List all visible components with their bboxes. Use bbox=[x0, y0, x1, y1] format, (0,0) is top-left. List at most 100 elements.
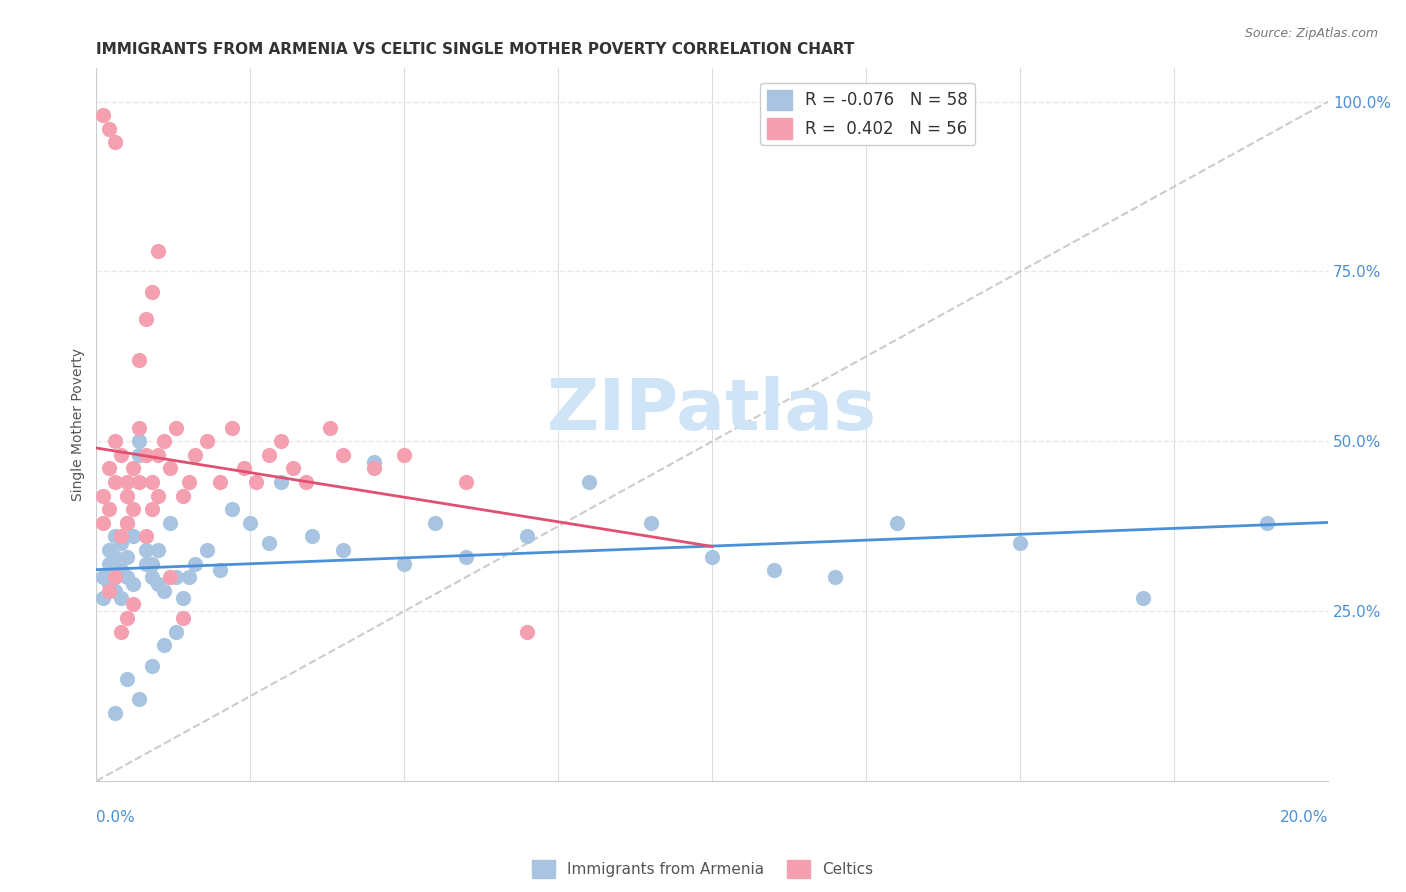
Point bbox=[104, 475, 127, 489]
Point bbox=[135, 529, 157, 543]
Point bbox=[146, 577, 169, 591]
Point bbox=[110, 563, 132, 577]
Point bbox=[110, 448, 132, 462]
Point bbox=[128, 475, 150, 489]
Text: IMMIGRANTS FROM ARMENIA VS CELTIC SINGLE MOTHER POVERTY CORRELATION CHART: IMMIGRANTS FROM ARMENIA VS CELTIC SINGLE… bbox=[97, 42, 855, 57]
Point bbox=[153, 434, 176, 449]
Legend: R = -0.076   N = 58, R =  0.402   N = 56: R = -0.076 N = 58, R = 0.402 N = 56 bbox=[761, 83, 974, 145]
Point bbox=[141, 570, 163, 584]
Point bbox=[91, 570, 114, 584]
Point bbox=[516, 624, 538, 639]
Text: ZIPatlas: ZIPatlas bbox=[547, 376, 877, 444]
Point bbox=[128, 434, 150, 449]
Point bbox=[97, 557, 120, 571]
Point bbox=[146, 244, 169, 258]
Point bbox=[208, 475, 231, 489]
Point bbox=[301, 529, 323, 543]
Point bbox=[128, 352, 150, 367]
Point bbox=[104, 706, 127, 720]
Point bbox=[110, 591, 132, 605]
Point bbox=[702, 549, 724, 564]
Point bbox=[122, 577, 145, 591]
Text: 20.0%: 20.0% bbox=[1279, 810, 1329, 824]
Point bbox=[578, 475, 600, 489]
Point bbox=[141, 658, 163, 673]
Point bbox=[141, 557, 163, 571]
Point bbox=[122, 461, 145, 475]
Point bbox=[245, 475, 267, 489]
Point bbox=[257, 448, 280, 462]
Point bbox=[221, 421, 243, 435]
Point bbox=[270, 475, 292, 489]
Point bbox=[233, 461, 256, 475]
Point bbox=[115, 475, 138, 489]
Point bbox=[141, 285, 163, 299]
Point bbox=[115, 516, 138, 530]
Point bbox=[115, 516, 138, 530]
Point bbox=[363, 461, 385, 475]
Point bbox=[195, 434, 218, 449]
Y-axis label: Single Mother Poverty: Single Mother Poverty bbox=[72, 348, 86, 500]
Point bbox=[332, 448, 354, 462]
Point bbox=[115, 489, 138, 503]
Point bbox=[110, 536, 132, 550]
Point bbox=[104, 529, 127, 543]
Point bbox=[128, 421, 150, 435]
Point bbox=[91, 489, 114, 503]
Point bbox=[91, 591, 114, 605]
Point bbox=[97, 502, 120, 516]
Text: Source: ZipAtlas.com: Source: ZipAtlas.com bbox=[1244, 27, 1378, 40]
Point bbox=[516, 529, 538, 543]
Point bbox=[257, 536, 280, 550]
Point bbox=[270, 434, 292, 449]
Point bbox=[640, 516, 662, 530]
Point bbox=[104, 434, 127, 449]
Point bbox=[177, 570, 200, 584]
Point bbox=[115, 570, 138, 584]
Text: 0.0%: 0.0% bbox=[97, 810, 135, 824]
Point bbox=[91, 108, 114, 122]
Point bbox=[141, 475, 163, 489]
Point bbox=[208, 563, 231, 577]
Point bbox=[454, 549, 477, 564]
Point bbox=[122, 529, 145, 543]
Point bbox=[146, 543, 169, 558]
Point bbox=[363, 455, 385, 469]
Point bbox=[239, 516, 262, 530]
Point bbox=[97, 461, 120, 475]
Point bbox=[135, 557, 157, 571]
Point bbox=[104, 583, 127, 598]
Point bbox=[146, 489, 169, 503]
Point bbox=[153, 638, 176, 652]
Point bbox=[184, 448, 207, 462]
Point bbox=[294, 475, 316, 489]
Legend: Immigrants from Armenia, Celtics: Immigrants from Armenia, Celtics bbox=[526, 854, 880, 884]
Point bbox=[97, 121, 120, 136]
Point bbox=[283, 461, 305, 475]
Point bbox=[159, 516, 181, 530]
Point bbox=[97, 583, 120, 598]
Point bbox=[97, 543, 120, 558]
Point bbox=[824, 570, 846, 584]
Point bbox=[332, 543, 354, 558]
Point bbox=[122, 502, 145, 516]
Point bbox=[141, 502, 163, 516]
Point bbox=[104, 136, 127, 150]
Point bbox=[110, 624, 132, 639]
Point bbox=[394, 557, 416, 571]
Point bbox=[91, 516, 114, 530]
Point bbox=[165, 624, 187, 639]
Point bbox=[184, 557, 207, 571]
Point bbox=[172, 591, 194, 605]
Point bbox=[177, 475, 200, 489]
Point bbox=[104, 549, 127, 564]
Point bbox=[104, 570, 127, 584]
Point bbox=[172, 611, 194, 625]
Point bbox=[135, 448, 157, 462]
Point bbox=[454, 475, 477, 489]
Point bbox=[1010, 536, 1032, 550]
Point bbox=[762, 563, 785, 577]
Point bbox=[146, 448, 169, 462]
Point bbox=[115, 611, 138, 625]
Point bbox=[1132, 591, 1154, 605]
